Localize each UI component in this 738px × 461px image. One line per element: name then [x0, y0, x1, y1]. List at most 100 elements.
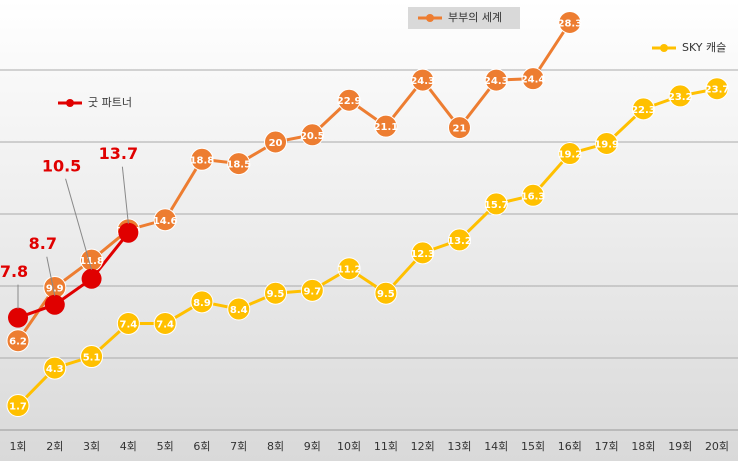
leader-line: [121, 166, 129, 224]
data-label: 19.9: [594, 139, 619, 150]
data-point: [264, 281, 288, 305]
data-label: 7.4: [156, 319, 174, 330]
data-label: 24.4: [521, 75, 546, 86]
data-point: [411, 68, 435, 92]
data-label: 21: [453, 124, 467, 135]
data-point: [484, 192, 508, 216]
x-tick-label: 15회: [521, 440, 545, 453]
data-point: [484, 68, 508, 92]
data-point: [6, 329, 30, 353]
x-tick-label: 16회: [558, 440, 582, 453]
data-label: 9.5: [267, 289, 285, 300]
data-point: [300, 123, 324, 147]
legend-box: [408, 7, 520, 29]
data-label: 9.9: [46, 283, 64, 294]
data-label: 24.3: [484, 76, 509, 87]
legend-label: 부부의 세계: [448, 11, 502, 24]
series-line: [16, 21, 572, 342]
data-point: [118, 222, 139, 243]
data-label: 22.9: [337, 96, 362, 107]
x-tick-label: 12회: [411, 440, 435, 453]
data-point: [153, 208, 177, 232]
data-label: 20: [269, 138, 283, 149]
data-label: 16.3: [521, 191, 546, 202]
data-point: [6, 394, 30, 418]
x-tick-label: 6회: [193, 440, 210, 453]
legend-marker: [426, 14, 434, 22]
data-point: [8, 307, 28, 328]
data-label: 18.8: [190, 155, 215, 166]
data-label: 7.8: [0, 262, 28, 281]
data-point: [227, 297, 251, 321]
data-label: 1.7: [9, 402, 27, 413]
data-label: 7.4: [120, 319, 138, 330]
data-point: [80, 345, 104, 369]
x-tick-label: 20회: [705, 440, 729, 453]
data-label: 8.4: [230, 305, 248, 316]
data-label: 8.7: [29, 234, 57, 253]
data-point: [43, 356, 67, 380]
data-point: [558, 142, 582, 166]
data-label: 14.6: [153, 216, 178, 227]
x-tick-label: 3회: [83, 440, 100, 453]
data-point: [153, 311, 177, 335]
data-point: [81, 268, 102, 289]
data-point: [595, 131, 619, 155]
x-tick-label: 7회: [230, 440, 247, 453]
data-label: 28.3: [557, 18, 582, 29]
data-label: 23.2: [668, 92, 693, 103]
data-label: 15.7: [484, 200, 509, 211]
x-tick-label: 10회: [337, 440, 361, 453]
data-point: [447, 116, 471, 140]
data-label: 18.5: [226, 160, 251, 171]
data-label: 5.1: [83, 353, 101, 364]
data-label: 9.7: [303, 286, 321, 297]
data-label: 11.8: [79, 256, 104, 267]
x-tick-label: 13회: [447, 440, 471, 453]
legend-marker: [660, 44, 668, 52]
x-tick-label: 11회: [374, 440, 398, 453]
data-point: [521, 67, 545, 91]
data-label: 8.9: [193, 298, 211, 309]
x-tick-label: 8회: [267, 440, 284, 453]
data-label: 11.2: [337, 265, 362, 276]
x-tick-label: 17회: [595, 440, 619, 453]
data-point: [521, 183, 545, 207]
data-point: [411, 241, 435, 265]
x-tick-label: 14회: [484, 440, 508, 453]
data-point: [190, 147, 214, 171]
x-tick-label: 19회: [668, 440, 692, 453]
data-label: 12.3: [410, 249, 435, 260]
data-label: 6.2: [9, 337, 27, 348]
series-line: [17, 231, 130, 320]
data-point: [558, 10, 582, 34]
data-point: [337, 257, 361, 281]
data-point: [300, 278, 324, 302]
x-tick-label: 5회: [157, 440, 174, 453]
leader-line: [65, 178, 93, 270]
data-point: [374, 114, 398, 138]
legend-label: 굿 파트너: [88, 96, 132, 109]
x-tick-label: 18회: [631, 440, 655, 453]
data-label: 21.1: [374, 122, 399, 133]
data-point: [227, 152, 251, 176]
data-label: 19.2: [557, 150, 582, 161]
data-point: [705, 77, 729, 101]
data-label: 24.3: [410, 76, 435, 87]
data-label: 23.7: [705, 85, 730, 96]
data-label: 20.5: [300, 131, 325, 142]
x-tick-label: 1회: [9, 440, 26, 453]
leader-line: [46, 256, 56, 296]
data-point: [116, 311, 140, 335]
data-label: 22.3: [631, 105, 656, 116]
data-point: [447, 228, 471, 252]
data-point: [337, 88, 361, 112]
data-label: 13.7: [99, 144, 138, 163]
data-point: [190, 290, 214, 314]
data-label: 9.5: [377, 289, 395, 300]
data-point: [631, 97, 655, 121]
data-point: [264, 130, 288, 154]
legend-marker: [66, 99, 74, 107]
